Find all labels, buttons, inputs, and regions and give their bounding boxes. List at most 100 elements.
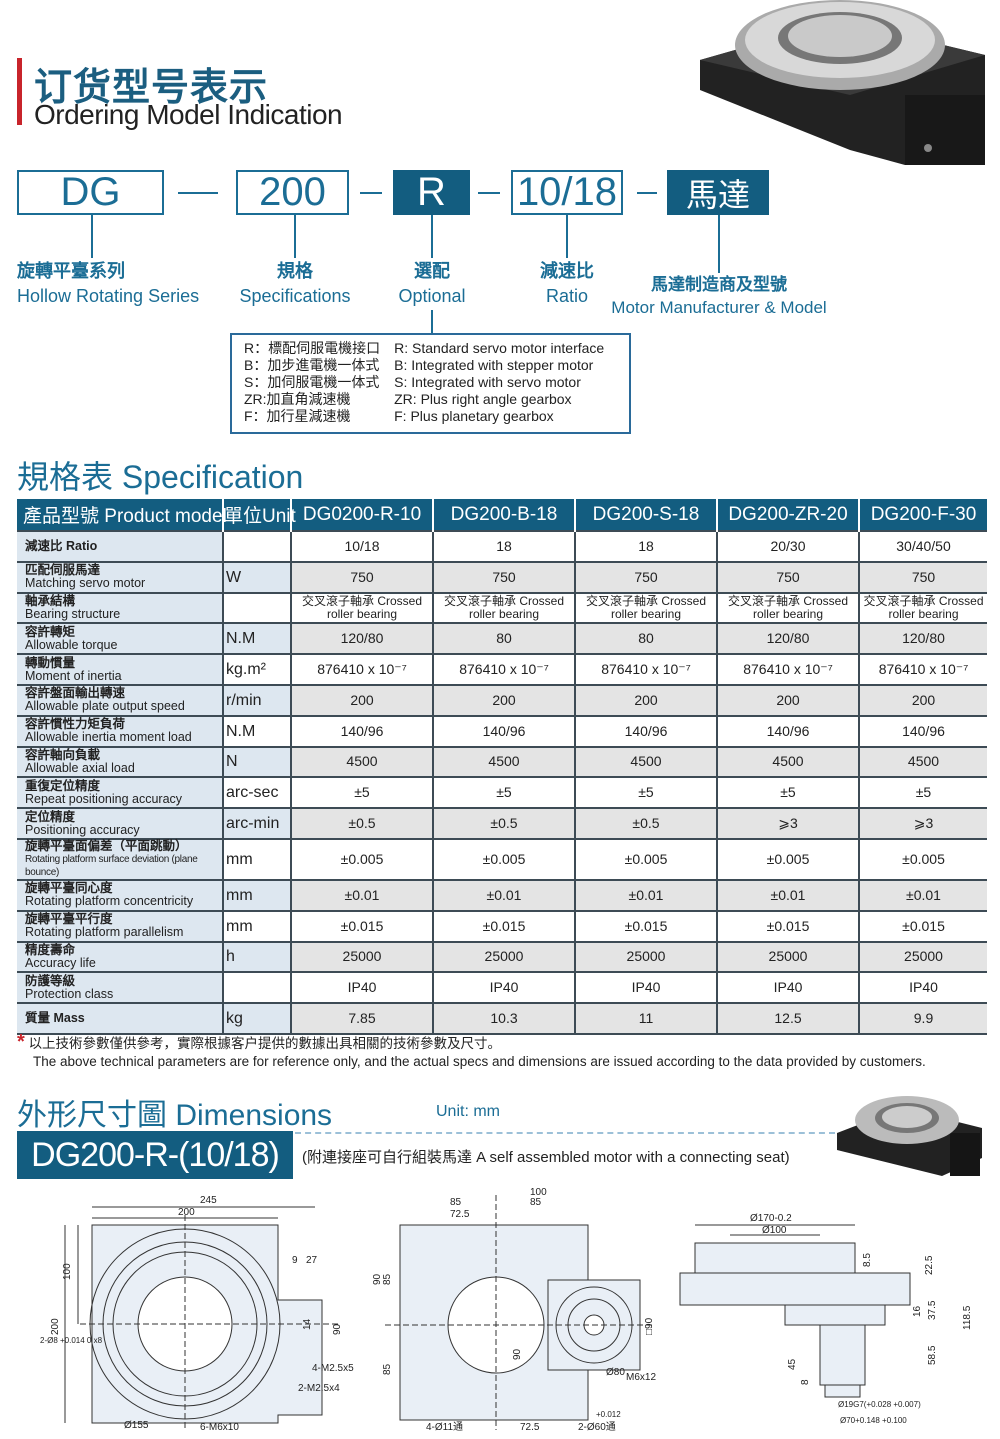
value-cell: 120/80 xyxy=(858,622,987,655)
value-cell: 120/80 xyxy=(290,622,433,655)
series-label: 旋轉平臺系列 Hollow Rotating Series xyxy=(17,261,200,306)
row-label: 容許慣性力矩負荷 Allowable inertia moment load xyxy=(17,714,223,747)
row-label-cn: 容許盤面輸出轉速 xyxy=(25,686,126,701)
row-label-cn: 旋轉平臺面偏差（平面跳動） xyxy=(25,838,188,853)
value-cell: 25000 xyxy=(290,940,433,973)
value-cell: 80 xyxy=(432,622,575,655)
value-cell: 200 xyxy=(716,683,859,716)
unit-cell: N.M xyxy=(222,714,291,747)
row-label-cn: 容許轉矩 xyxy=(25,624,76,639)
dim-label: Ø155 xyxy=(124,1420,149,1431)
row-label-en: Moment of inertia xyxy=(25,668,122,683)
value-cell: ±0.005 xyxy=(574,837,717,880)
option-item: ZR: Plus right angle gearbox xyxy=(394,391,572,407)
value-cell: 交叉滾子軸承 Crossed roller bearing xyxy=(574,591,717,624)
table-row: 旋轉平臺同心度 Rotating platform concentricity mm… xyxy=(17,878,987,911)
row-label-en: Protection class xyxy=(25,986,114,1001)
table-row: 旋轉平臺面偏差（平面跳動） Rotating platform surface d… xyxy=(17,837,987,880)
separator xyxy=(478,192,500,194)
code-box-motor: 馬達 xyxy=(667,170,769,215)
column-header: DG200-F-30 xyxy=(858,499,987,531)
dim-label: 27 xyxy=(306,1255,318,1266)
value-cell: 25000 xyxy=(432,940,575,973)
value-cell: ±0.5 xyxy=(574,807,717,839)
value-cell: 876410 x 10⁻⁷ xyxy=(574,653,717,685)
value-cell: 140/96 xyxy=(432,714,575,747)
value-cell: 12.5 xyxy=(716,1002,859,1035)
motor-label: 馬達制造商及型號 Motor Manufacturer & Model xyxy=(611,275,827,317)
value-cell: ±5 xyxy=(574,776,717,809)
value-cell: 10/18 xyxy=(290,530,433,562)
row-label-cn: 軸承結構 xyxy=(25,593,76,608)
row-label-cn: 重復定位精度 xyxy=(25,778,101,793)
unit-cell: W xyxy=(222,560,291,593)
dim-label: 245 xyxy=(200,1195,217,1206)
row-label-cn: 質量 Mass xyxy=(25,1011,85,1026)
row-label-cn: 精度壽命 xyxy=(25,942,76,957)
dim-label: 8 xyxy=(800,1379,811,1385)
row-label-en: Allowable plate output speed xyxy=(25,699,185,714)
dim-label: 6-M6x10 xyxy=(200,1422,239,1433)
dim-label: 118.5 xyxy=(962,1305,973,1330)
row-label-en: Positioning accuracy xyxy=(25,822,140,837)
row-label: 軸承結構 Bearing structure xyxy=(17,591,223,624)
row-label-en: Rotating platform parallelism xyxy=(25,925,184,940)
dim-label: Ø100 xyxy=(762,1225,787,1236)
column-header: 單位Unit xyxy=(222,499,296,531)
value-cell: ±0.005 xyxy=(716,837,859,880)
value-cell: ±0.5 xyxy=(432,807,575,839)
value-cell: 30/40/50 xyxy=(858,530,987,562)
value-cell: 750 xyxy=(574,560,717,593)
dim-label: 14 xyxy=(302,1318,313,1330)
table-row: 容許軸向負載 Allowable axial load N 4500 4500 4500 4… xyxy=(17,745,987,778)
dim-label: 85 xyxy=(530,1197,542,1208)
value-cell: 750 xyxy=(716,560,859,593)
value-cell: ±0.015 xyxy=(432,909,575,942)
option-item: R：標配伺服電機接口 xyxy=(244,340,381,356)
dim-label: 2-Ø8 +0.014 0 x8 xyxy=(40,1336,103,1345)
option-item: F：加行星減速機 xyxy=(244,408,351,424)
value-cell: ±0.015 xyxy=(290,909,433,942)
dim-label: 85 xyxy=(382,1273,393,1285)
spec-label: 規格 Specifications xyxy=(239,261,351,306)
row-label-cn: 定位精度 xyxy=(25,809,76,824)
title-accent-bar xyxy=(17,58,22,125)
value-cell: 140/96 xyxy=(290,714,433,747)
dim-label: 2-Ø60通 xyxy=(578,1421,616,1433)
dim-label: 4-M2.5x5 xyxy=(312,1363,354,1374)
row-label-en: Rotating platform surface deviation (pla… xyxy=(25,853,198,878)
row-label: 減速比 Ratio xyxy=(17,530,223,562)
value-cell: ±0.01 xyxy=(858,878,987,911)
table-row: 重復定位精度 Repeat positioning accuracy arc-sec… xyxy=(17,776,987,809)
row-label-cn: 旋轉平臺平行度 xyxy=(25,912,113,927)
value-cell: ±0.01 xyxy=(716,878,859,911)
dim-label: 90 xyxy=(512,1348,523,1360)
dim-label: 85 xyxy=(450,1197,462,1208)
value-cell: ±0.015 xyxy=(716,909,859,942)
unit-label: Unit: mm xyxy=(436,1103,500,1120)
unit-cell: r/min xyxy=(222,683,291,716)
value-cell: 4500 xyxy=(574,745,717,778)
unit-cell: kg xyxy=(222,1002,291,1035)
value-cell: 交叉滾子軸承 Crossed roller bearing xyxy=(858,591,987,624)
row-label: 精度壽命 Accuracy life xyxy=(17,940,223,973)
connector xyxy=(294,215,296,258)
value-cell: ±0.015 xyxy=(858,909,987,942)
row-label-cn: 匹配伺服馬達 xyxy=(25,563,101,578)
value-cell: IP40 xyxy=(432,971,575,1004)
row-label: 旋轉平臺同心度 Rotating platform concentricity xyxy=(17,878,223,911)
row-label: 重復定位精度 Repeat positioning accuracy xyxy=(17,776,223,809)
unit-cell: mm xyxy=(222,878,291,911)
column-header: 產品型號 Product model xyxy=(17,499,227,531)
option-item: S：加伺服電機一体式 xyxy=(244,374,380,390)
unit-cell xyxy=(222,530,291,562)
separator xyxy=(178,192,218,194)
table-row: 軸承結構 Bearing structure 交叉滾子軸承 Crossed roll… xyxy=(17,591,987,624)
value-cell: 7.85 xyxy=(290,1002,433,1035)
option-item: F: Plus planetary gearbox xyxy=(394,408,554,424)
dim-label: +0.012 xyxy=(596,1410,621,1419)
dim-label: 72.5 xyxy=(520,1422,540,1433)
row-label-en: Repeat positioning accuracy xyxy=(25,791,183,806)
drawing-bottom-view: 100 85 85 72.5 90 85 85 □90 90 Ø80 M6x12… xyxy=(372,1187,656,1433)
value-cell: ±5 xyxy=(432,776,575,809)
